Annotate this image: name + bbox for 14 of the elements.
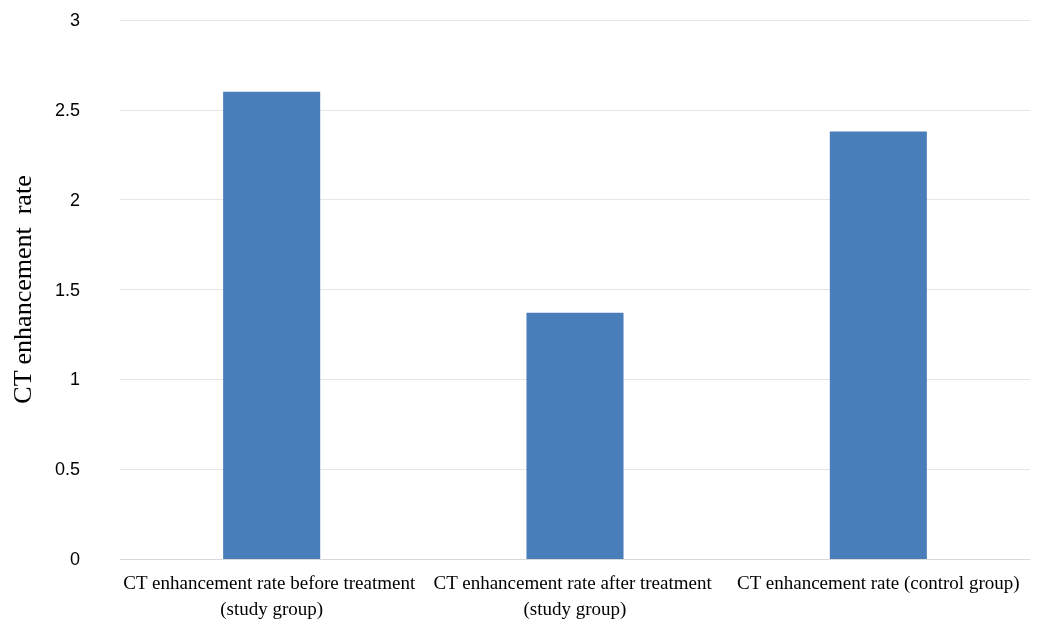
y-tick-label: 0 (69, 549, 80, 569)
bar (223, 91, 321, 559)
bar (829, 131, 927, 559)
x-tick-label: CT enhancement rate before treatment (study group) (123, 571, 420, 620)
y-tick-label: 2 (69, 189, 80, 210)
y-tick-label: 1.5 (54, 279, 80, 300)
y-tick-label: 2.5 (54, 99, 80, 120)
x-tick-label: CT enhancement rate after treatment (study group) (433, 571, 717, 620)
y-tick-label: 3 (69, 10, 80, 30)
y-tick-label: 0.5 (54, 459, 80, 480)
y-axis-title: CT enhancement rate (7, 175, 37, 404)
y-tick-label: 1 (69, 369, 80, 390)
bar (526, 312, 624, 559)
x-tick-label: CT enhancement rate (control group) (737, 571, 1020, 594)
